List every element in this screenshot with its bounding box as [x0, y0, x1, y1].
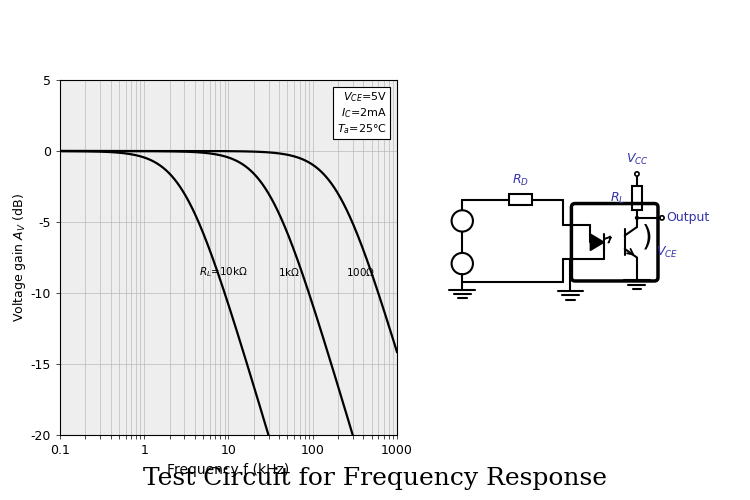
Circle shape [634, 216, 639, 220]
FancyBboxPatch shape [572, 204, 658, 281]
X-axis label: Frequency f (kHz): Frequency f (kHz) [167, 462, 290, 476]
Text: $R_L$=10k$\Omega$: $R_L$=10k$\Omega$ [200, 265, 248, 278]
Bar [509, 194, 532, 205]
Polygon shape [590, 234, 604, 250]
Text: $V_{CE}$: $V_{CE}$ [656, 246, 678, 260]
Text: $V_{CC}$: $V_{CC}$ [626, 152, 648, 168]
Text: Test Circuit for Frequency Response: Test Circuit for Frequency Response [143, 467, 607, 490]
Text: Output: Output [666, 212, 710, 224]
Text: $R_D$: $R_D$ [512, 173, 529, 188]
Text: $V_{CE}$=5V
$I_C$=2mA
$T_a$=25°C: $V_{CE}$=5V $I_C$=2mA $T_a$=25°C [337, 90, 387, 136]
Bar [632, 186, 642, 210]
Text: 100$\Omega$: 100$\Omega$ [346, 266, 376, 278]
Text: $R_L$: $R_L$ [610, 190, 626, 206]
Y-axis label: Voltage gain $A_V$ (dB): Voltage gain $A_V$ (dB) [10, 193, 28, 322]
Text: ): ) [641, 224, 652, 252]
Text: 1k$\Omega$: 1k$\Omega$ [278, 266, 300, 278]
